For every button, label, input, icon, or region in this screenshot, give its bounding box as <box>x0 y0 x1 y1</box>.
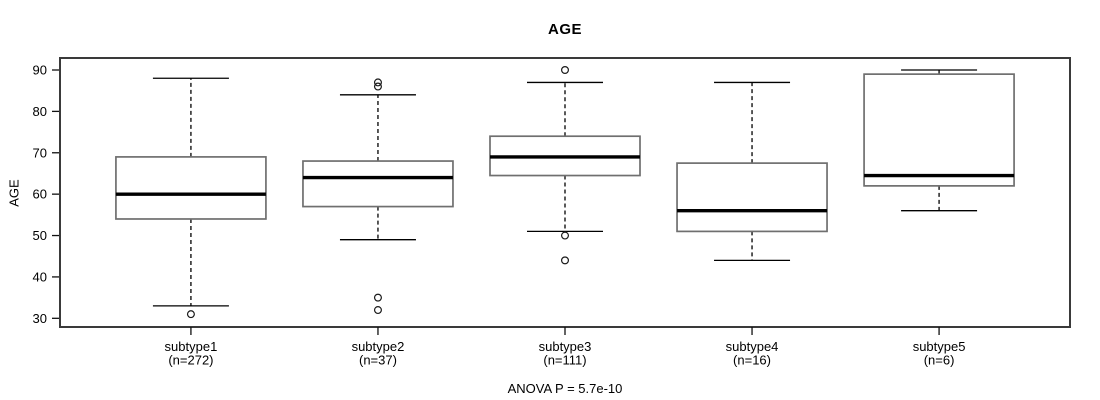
iqr-box <box>676 162 828 233</box>
y-tick-label: 40 <box>33 269 47 284</box>
group-n-label: (n=16) <box>733 353 771 368</box>
y-tick-label: 70 <box>33 145 47 160</box>
y-tick-label: 60 <box>33 187 47 202</box>
box-group-subtype2: subtype2(n=37) <box>302 78 454 368</box>
y-tick-label: 30 <box>33 311 47 326</box>
group-n-label: (n=37) <box>359 353 397 368</box>
outlier-point <box>560 256 569 265</box>
box-group-subtype4: subtype4(n=16) <box>676 81 828 368</box>
box-group-subtype1: subtype1(n=272) <box>115 77 267 368</box>
outlier-point <box>186 310 195 319</box>
group-label: subtype2 <box>352 339 405 354</box>
outlier-point <box>373 78 382 87</box>
group-label: subtype5 <box>913 339 966 354</box>
y-tick-label: 90 <box>33 63 47 78</box>
anova-annotation: ANOVA P = 5.7e-10 <box>507 381 623 396</box>
group-label: subtype4 <box>726 339 779 354</box>
iqr-box <box>302 160 454 208</box>
outlier-point <box>373 82 382 91</box>
iqr-box <box>863 73 1015 187</box>
y-tick-label: 50 <box>33 228 47 243</box>
group-label: subtype1 <box>165 339 218 354</box>
outlier-point <box>373 306 382 315</box>
chart-title: AGE <box>547 21 582 38</box>
group-label: subtype3 <box>539 339 592 354</box>
outlier-point <box>560 231 569 240</box>
outlier-point <box>560 66 569 75</box>
group-n-label: (n=6) <box>924 353 955 368</box>
box-group-subtype5: subtype5(n=6) <box>863 69 1015 368</box>
group-n-label: (n=272) <box>168 353 213 368</box>
y-tick-label: 80 <box>33 104 47 119</box>
iqr-box <box>115 156 267 220</box>
outlier-point <box>373 293 382 302</box>
box-group-subtype3: subtype3(n=111) <box>489 66 641 368</box>
group-n-label: (n=111) <box>543 353 586 368</box>
